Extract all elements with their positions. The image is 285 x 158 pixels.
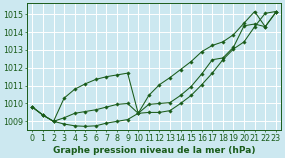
X-axis label: Graphe pression niveau de la mer (hPa): Graphe pression niveau de la mer (hPa) [53, 146, 255, 155]
